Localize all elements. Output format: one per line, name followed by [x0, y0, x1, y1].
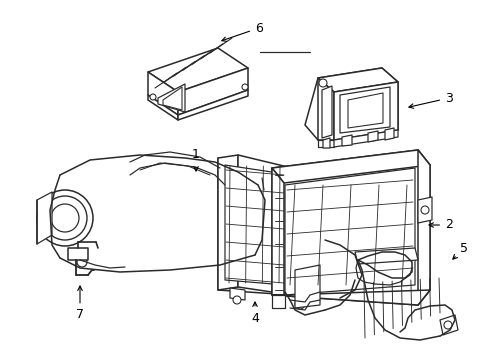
Polygon shape: [148, 48, 247, 92]
Circle shape: [37, 190, 93, 246]
Polygon shape: [148, 72, 178, 115]
Text: 4: 4: [250, 302, 259, 324]
Circle shape: [43, 196, 87, 240]
Circle shape: [51, 204, 79, 232]
Polygon shape: [68, 248, 88, 260]
Polygon shape: [178, 90, 247, 120]
Polygon shape: [347, 93, 382, 128]
Polygon shape: [417, 150, 429, 305]
Circle shape: [242, 84, 247, 90]
Polygon shape: [439, 315, 457, 335]
Polygon shape: [229, 288, 244, 300]
Polygon shape: [271, 168, 284, 295]
Polygon shape: [417, 197, 431, 223]
Circle shape: [150, 94, 156, 100]
Circle shape: [232, 296, 241, 304]
Circle shape: [294, 299, 305, 309]
Polygon shape: [333, 130, 397, 147]
Polygon shape: [317, 140, 333, 147]
Polygon shape: [271, 150, 429, 305]
Circle shape: [420, 206, 428, 214]
Polygon shape: [37, 192, 52, 244]
Polygon shape: [285, 168, 414, 295]
Polygon shape: [333, 82, 397, 140]
Polygon shape: [305, 68, 397, 140]
Polygon shape: [384, 128, 393, 140]
Polygon shape: [271, 290, 429, 305]
Polygon shape: [271, 150, 429, 183]
Polygon shape: [249, 178, 274, 212]
Polygon shape: [224, 165, 285, 285]
Polygon shape: [317, 68, 397, 92]
Polygon shape: [158, 84, 184, 112]
Polygon shape: [218, 158, 291, 295]
Circle shape: [443, 321, 451, 329]
Circle shape: [318, 79, 326, 87]
Polygon shape: [218, 155, 238, 290]
Polygon shape: [178, 68, 247, 115]
Polygon shape: [354, 248, 417, 264]
Polygon shape: [339, 87, 389, 133]
Polygon shape: [294, 265, 319, 308]
Text: 5: 5: [452, 242, 467, 259]
Polygon shape: [163, 87, 182, 110]
Polygon shape: [341, 135, 351, 146]
Text: 6: 6: [222, 22, 263, 41]
Polygon shape: [148, 95, 178, 120]
Polygon shape: [321, 86, 331, 138]
Circle shape: [77, 257, 87, 267]
Text: 3: 3: [408, 91, 452, 108]
Polygon shape: [271, 295, 285, 308]
Polygon shape: [238, 155, 291, 295]
Text: 1: 1: [192, 148, 200, 171]
Text: 2: 2: [428, 219, 452, 231]
Text: 7: 7: [76, 286, 84, 321]
Polygon shape: [323, 138, 329, 148]
Polygon shape: [367, 131, 377, 142]
Polygon shape: [317, 78, 333, 140]
